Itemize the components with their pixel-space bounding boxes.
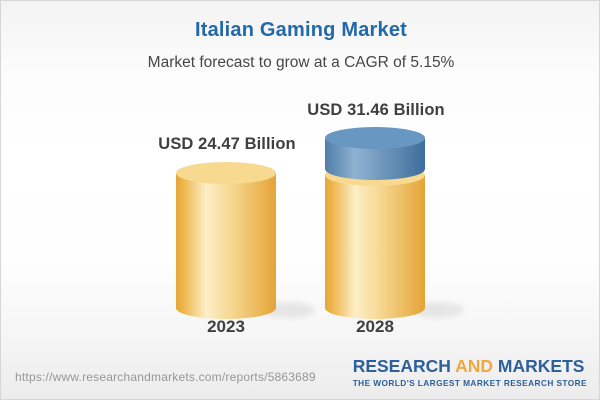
bar-2028-cylinder (325, 127, 425, 319)
page-title: Italian Gaming Market (194, 19, 408, 41)
research-and-markets-logo: RESEARCH AND MARKETS THE WORLD'S LARGEST… (352, 357, 587, 389)
logo-word-research: RESEARCH (352, 356, 451, 376)
logo-word-markets: MARKETS (497, 356, 585, 376)
bar-2023-cylinder (176, 162, 276, 319)
chart-subtitle: Market forecast to grow at a CAGR of 5.1… (147, 54, 455, 71)
growth-segment-top (325, 127, 425, 149)
axis-label-2028: 2028 (356, 317, 394, 336)
logo-word-and: AND (455, 356, 494, 376)
value-label-2023: USD 24.47 Billion (158, 135, 296, 153)
axis-label-2023: 2023 (207, 317, 245, 336)
value-label-2028: USD 31.46 Billion (307, 101, 445, 119)
logo-wordmark: RESEARCH AND MARKETS (353, 357, 587, 375)
logo-tagline: THE WORLD'S LARGEST MARKET RESEARCH STOR… (352, 378, 587, 389)
report-url: https://www.researchandmarkets.com/repor… (15, 370, 316, 384)
